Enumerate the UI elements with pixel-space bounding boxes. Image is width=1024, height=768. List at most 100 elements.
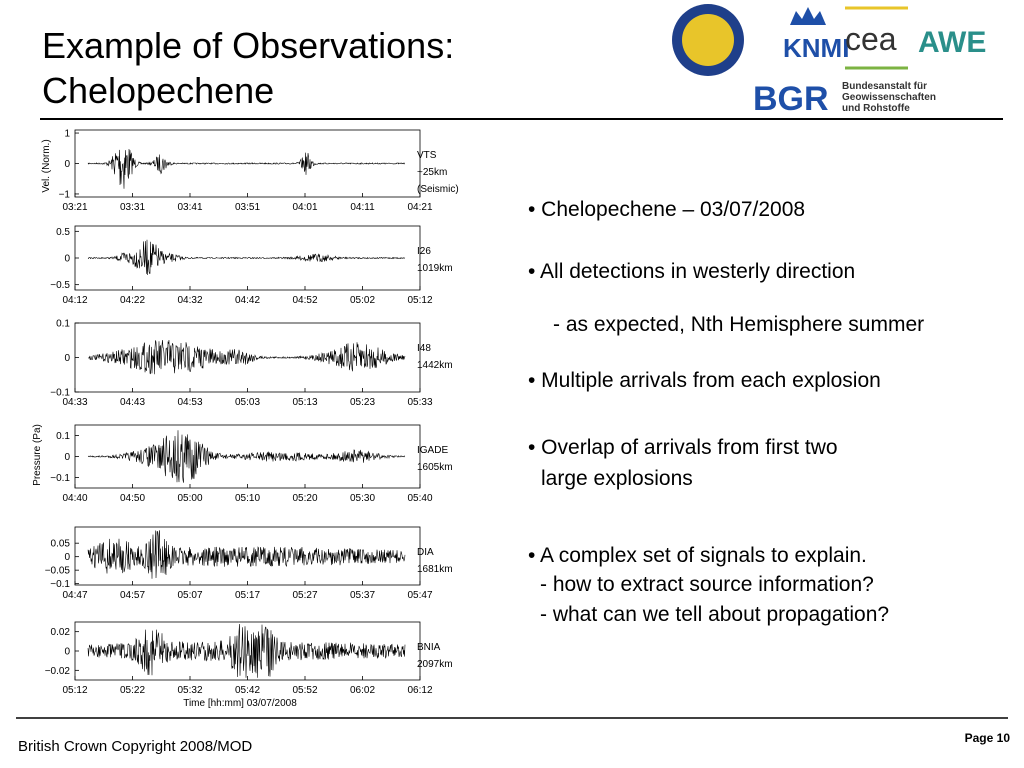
x-tick-label: 05:17	[235, 590, 260, 601]
x-tick-label: 05:23	[350, 397, 375, 408]
x-tick-label: 04:50	[120, 493, 145, 504]
station-label: ~25km	[417, 167, 447, 178]
x-tick-label: 04:12	[62, 295, 87, 306]
bgr-logo: BGR	[753, 80, 829, 118]
waveform	[87, 430, 406, 483]
x-tick-label: 04:11	[350, 202, 375, 213]
bgr-name: und Rohstoffe	[842, 103, 910, 114]
station-label: 2097km	[417, 659, 453, 670]
y-axis-label: Vel. (Norm.)	[41, 139, 52, 192]
x-tick-label: 05:32	[177, 685, 202, 696]
bullet-text: • Chelopechene – 03/07/2008	[528, 198, 805, 221]
x-tick-label: 03:51	[235, 202, 260, 213]
knmi-logo: KNMI	[783, 33, 849, 63]
bullet-text: • All detections in westerly direction	[528, 260, 855, 283]
x-axis-label: Time [hh:mm] 03/07/2008	[183, 698, 297, 709]
x-tick-label: 05:20	[292, 493, 317, 504]
y-tick-label: −0.5	[50, 280, 70, 291]
x-tick-label: 04:01	[292, 202, 317, 213]
x-tick-label: 05:42	[235, 685, 260, 696]
x-tick-label: 05:03	[235, 397, 260, 408]
x-tick-label: 05:30	[350, 493, 375, 504]
x-tick-label: 06:12	[407, 685, 432, 696]
x-tick-label: 06:02	[350, 685, 375, 696]
x-tick-label: 04:21	[407, 202, 432, 213]
cea-logo: cea	[845, 21, 897, 57]
station-label: 1019km	[417, 263, 453, 274]
y-tick-label: 1	[64, 129, 70, 140]
x-tick-label: 03:31	[120, 202, 145, 213]
y-tick-label: 0	[64, 159, 70, 170]
x-tick-label: 05:12	[62, 685, 87, 696]
x-tick-label: 05:37	[350, 590, 375, 601]
waveform	[87, 623, 406, 678]
station-label: 1442km	[417, 360, 453, 371]
waveform	[87, 530, 406, 579]
x-tick-label: 04:57	[120, 590, 145, 601]
bullet-text: • A complex set of signals to explain.	[528, 544, 867, 567]
station-label: 1681km	[417, 564, 453, 575]
x-tick-label: 04:52	[292, 295, 317, 306]
y-tick-label: 0.1	[56, 319, 70, 330]
x-tick-label: 05:33	[407, 397, 432, 408]
y-tick-label: 0.02	[51, 627, 71, 638]
y-tick-label: 0.1	[56, 431, 70, 442]
bullet-text: • Multiple arrivals from each explosion	[528, 369, 881, 392]
y-tick-label: −0.1	[50, 579, 70, 590]
x-tick-label: 03:21	[62, 202, 87, 213]
x-tick-label: 03:41	[177, 202, 202, 213]
x-tick-label: 05:07	[177, 590, 202, 601]
station-label: VTS	[417, 150, 437, 161]
station-label: I26	[417, 246, 431, 257]
bullet-text: • Overlap of arrivals from first two	[528, 436, 838, 459]
y-tick-label: 0	[64, 647, 70, 658]
title: Example of Observations:	[42, 25, 454, 66]
x-tick-label: 05:22	[120, 685, 145, 696]
x-tick-label: 04:32	[177, 295, 202, 306]
x-tick-label: 05:02	[350, 295, 375, 306]
x-tick-label: 04:53	[177, 397, 202, 408]
y-tick-label: 0	[64, 254, 70, 265]
station-label: IGADE	[417, 445, 448, 456]
logos: KNMI cea AWE BGR Bundesanstalt für Geowi…	[672, 4, 986, 118]
x-tick-label: 05:27	[292, 590, 317, 601]
x-tick-label: 05:12	[407, 295, 432, 306]
y-tick-label: −0.1	[50, 473, 70, 484]
y-tick-label: −0.1	[50, 388, 70, 399]
station-label: DIA	[417, 547, 434, 558]
bgr-name: Bundesanstalt für	[842, 81, 927, 92]
copyright: British Crown Copyright 2008/MOD	[18, 738, 252, 755]
waveform	[87, 148, 406, 189]
y-tick-label: −0.02	[45, 666, 71, 677]
waveform	[87, 239, 406, 276]
station-label: (Seismic)	[417, 184, 459, 195]
x-tick-label: 05:47	[407, 590, 432, 601]
bullet-text: - how to extract source information?	[540, 573, 874, 596]
title: Chelopechene	[42, 70, 274, 111]
waveform	[87, 339, 406, 375]
y-tick-label: −1	[59, 189, 71, 200]
y-tick-label: 0	[64, 452, 70, 463]
page-number: Page 10	[965, 731, 1011, 745]
x-tick-label: 05:10	[235, 493, 260, 504]
station-label: 1605km	[417, 462, 453, 473]
y-tick-label: 0	[64, 552, 70, 563]
x-tick-label: 04:33	[62, 397, 87, 408]
x-tick-label: 05:52	[292, 685, 317, 696]
y-tick-label: 0.5	[56, 227, 70, 238]
x-tick-label: 05:13	[292, 397, 317, 408]
x-tick-label: 04:42	[235, 295, 260, 306]
bullet-text: large explosions	[541, 467, 693, 490]
y-axis-label: Pressure (Pa)	[32, 424, 43, 486]
station-label: I48	[417, 343, 431, 354]
y-tick-label: 0	[64, 353, 70, 364]
x-tick-label: 05:00	[177, 493, 202, 504]
awe-logo: AWE	[918, 26, 986, 59]
y-tick-label: 0.05	[51, 539, 71, 550]
nrl-logo-inner	[682, 14, 734, 66]
station-label: BNIA	[417, 642, 441, 653]
x-tick-label: 04:47	[62, 590, 87, 601]
bgr-name: Geowissenschaften	[842, 92, 936, 103]
x-tick-label: 04:43	[120, 397, 145, 408]
